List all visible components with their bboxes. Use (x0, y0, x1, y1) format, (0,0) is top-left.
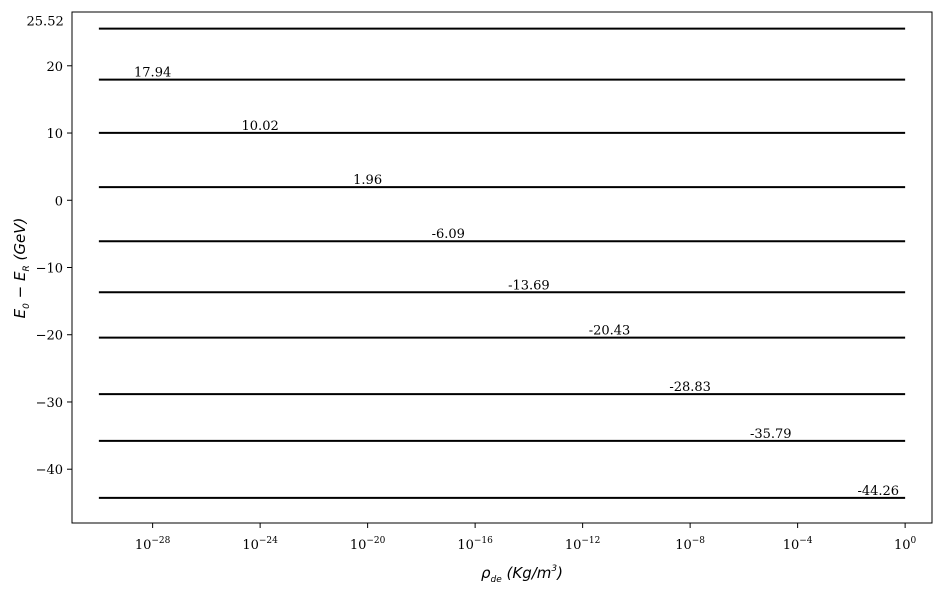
series-label: 25.52 (27, 15, 64, 30)
y-tick-label: 10 (46, 127, 63, 142)
x-tick-label: 100 (894, 536, 917, 553)
series-label: 1.96 (353, 173, 382, 188)
series-label: -28.83 (669, 380, 711, 395)
y-axis-label: E0 − ER (GeV) (11, 218, 32, 319)
y-tick-label: −40 (36, 463, 63, 478)
y-tick-label: 20 (46, 60, 63, 75)
x-axis-ticks: 10−28 10−24 10−20 10−16 10−12 10−8 10−4 100 (135, 523, 917, 553)
series-lines (98, 27, 906, 499)
x-tick-label: 10−12 (565, 536, 601, 553)
y-tick-label: −20 (36, 329, 63, 344)
series-label: -20.43 (589, 324, 631, 339)
series-label: 10.02 (242, 119, 279, 134)
y-tick-label: −30 (36, 396, 63, 411)
x-tick-label: 10−24 (242, 536, 278, 553)
x-tick-label: 10−20 (350, 536, 386, 553)
series-label: -44.26 (857, 484, 899, 499)
y-tick-label: 0 (55, 194, 63, 209)
plot-frame (71, 11, 933, 524)
y-axis-ticks: 20 10 0 −10 −20 −30 −40 (36, 60, 72, 478)
series-label: -35.79 (750, 427, 792, 442)
series-label: -6.09 (432, 227, 465, 242)
y-tick-label: −10 (36, 262, 63, 277)
series-label: 17.94 (134, 66, 171, 81)
x-tick-label: 10−28 (135, 536, 171, 553)
x-tick-label: 10−16 (457, 536, 493, 553)
x-tick-label: 10−4 (783, 536, 813, 553)
series-labels: 25.52 17.94 10.02 1.96 -6.09 -13.69 -20.43 -28.… (27, 15, 900, 499)
x-axis-label: ρde (Kg/m3) (481, 564, 563, 585)
series-label: -13.69 (508, 278, 550, 293)
x-tick-label: 10−8 (675, 536, 705, 553)
